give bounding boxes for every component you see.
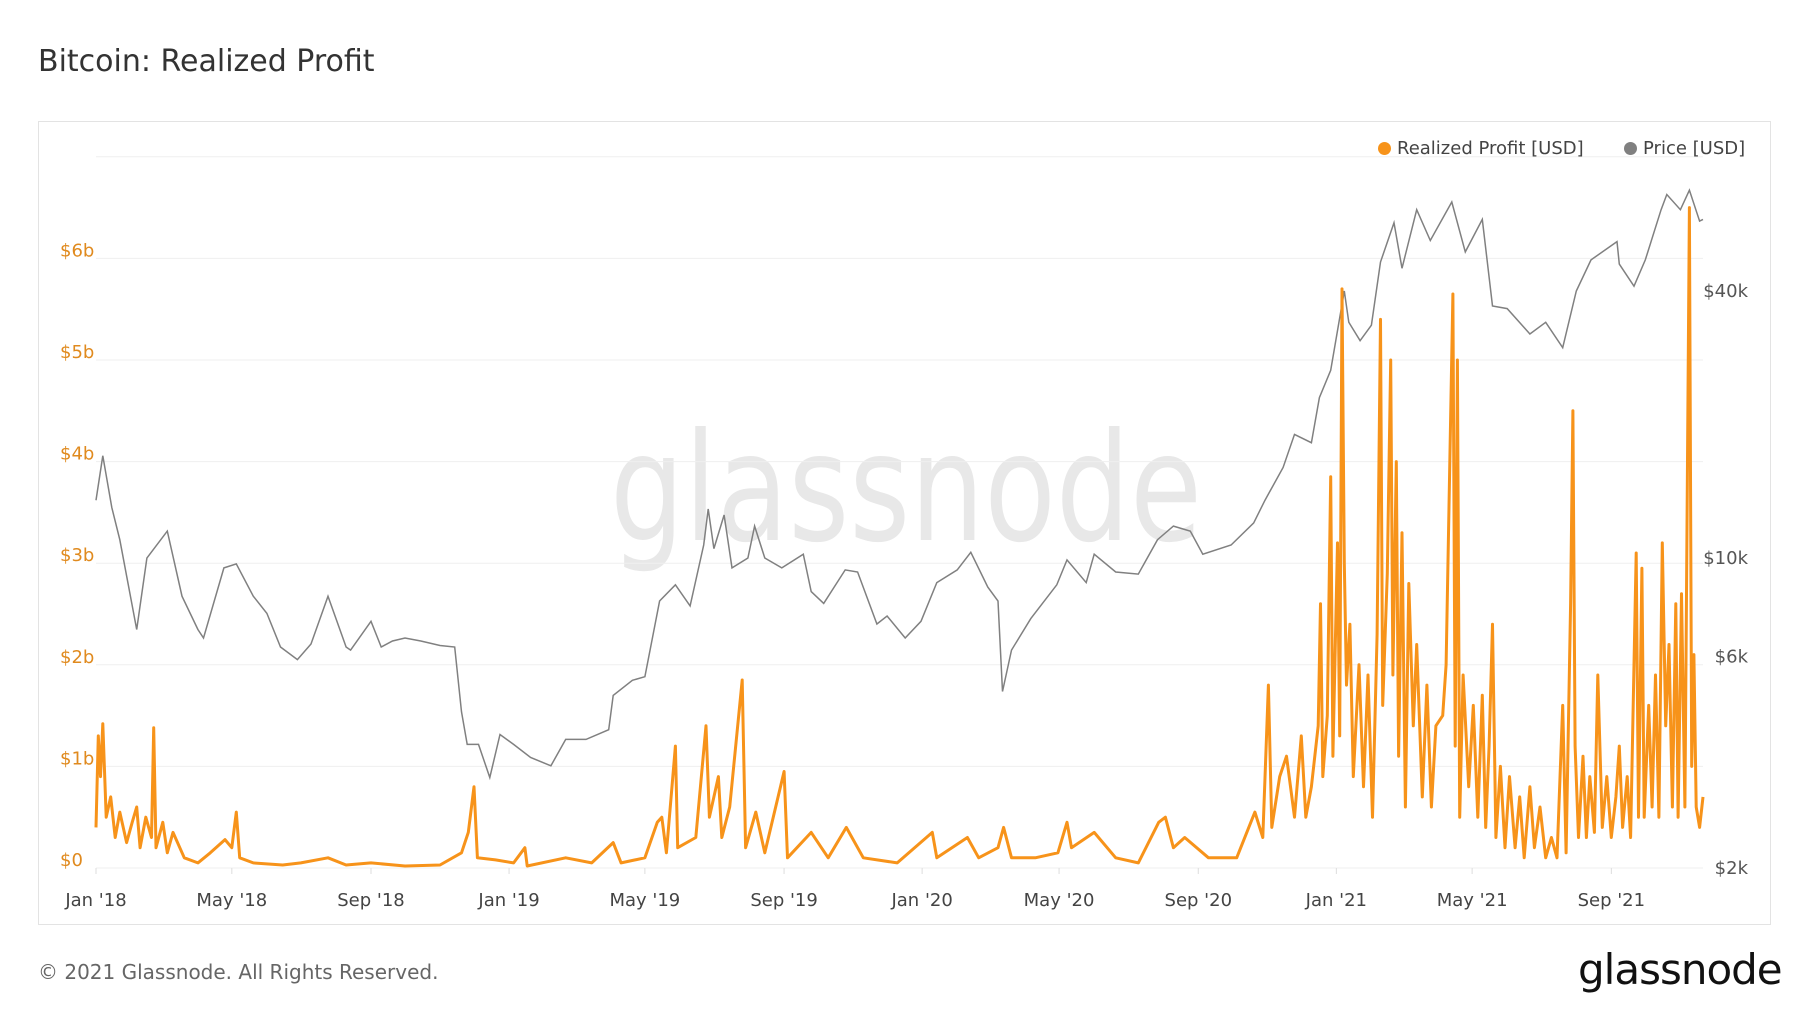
- left-axis-tick-label: $3b: [60, 545, 94, 566]
- left-axis-tick-label: $6b: [60, 240, 94, 261]
- legend-label: Price [USD]: [1643, 138, 1746, 159]
- x-axis-tick-label: May '18: [196, 890, 267, 911]
- realized-profit-line: [94, 206, 1705, 868]
- left-axis-tick-label: $5b: [60, 342, 94, 363]
- legend-label: Realized Profit [USD]: [1397, 138, 1584, 159]
- grid: [96, 156, 1703, 869]
- x-axis-tick-label: Sep '20: [1165, 890, 1233, 911]
- x-axis-tick-label: Jan '21: [1305, 890, 1367, 911]
- glassnode-logo[interactable]: glassnode: [1578, 945, 1783, 994]
- legend-item-price[interactable]: Price [USD]: [1624, 138, 1745, 159]
- x-axis-tick-label: Jan '20: [890, 890, 952, 911]
- left-axis-tick-label: $1b: [60, 748, 94, 769]
- x-axis-tick-label: Sep '21: [1578, 890, 1646, 911]
- watermark: glassnode: [610, 402, 1202, 576]
- right-axis-tick-label: $40k: [1703, 281, 1748, 302]
- x-axis: Jan '18 May '18 Sep '18 Jan '19 May '19 Sep '…: [64, 868, 1645, 911]
- right-axis-tick-label: $10k: [1703, 548, 1748, 569]
- left-axis: $0 $1b $2b $3b $4b $5b $6b: [60, 240, 94, 871]
- left-axis-tick-label: $4b: [60, 444, 94, 465]
- right-axis: $2k $6k $10k $40k: [1703, 281, 1748, 879]
- left-axis-tick-label: $2b: [60, 647, 94, 668]
- left-axis-tick-label: $0: [60, 850, 83, 871]
- right-axis-tick-label: $6k: [1715, 646, 1749, 667]
- legend-item-realized-profit[interactable]: Realized Profit [USD]: [1378, 138, 1584, 159]
- legend-dot-icon: [1624, 142, 1637, 155]
- x-axis-tick-label: May '21: [1437, 890, 1508, 911]
- copyright: © 2021 Glassnode. All Rights Reserved.: [38, 960, 439, 984]
- x-axis-tick-label: Sep '19: [750, 890, 818, 911]
- x-axis-tick-label: Jan '19: [477, 890, 539, 911]
- legend-dot-icon: [1378, 142, 1391, 155]
- x-axis-tick-label: Jan '18: [64, 890, 126, 911]
- price-line: [95, 188, 1704, 781]
- x-axis-tick-label: May '20: [1024, 890, 1095, 911]
- chart-frame: [38, 121, 1771, 925]
- x-axis-tick-label: Sep '18: [337, 890, 405, 911]
- right-axis-tick-label: $2k: [1715, 858, 1749, 879]
- x-axis-tick-label: May '19: [609, 890, 680, 911]
- page-title: Bitcoin: Realized Profit: [38, 44, 375, 79]
